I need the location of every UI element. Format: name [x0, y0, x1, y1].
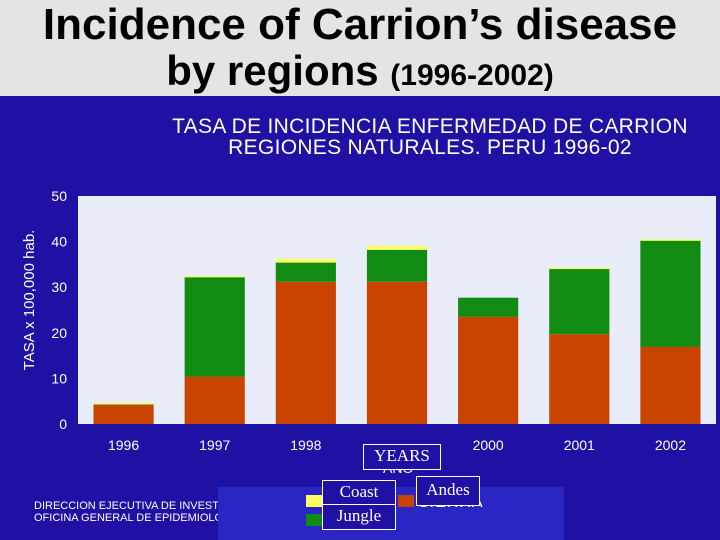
bar-sierra-2000 — [458, 316, 519, 424]
y-tick-label: 0 — [59, 416, 67, 432]
chart-title: TASA DE INCIDENCIA ENFERMEDAD DE CARRION… — [140, 116, 720, 158]
bar-costa-1997 — [184, 275, 245, 278]
legend-swatch-selva — [306, 514, 322, 526]
bar-selva-1999 — [366, 249, 428, 282]
y-tick-labels: 0 10 20 30 40 50 — [51, 188, 67, 432]
bar-costa-2001 — [549, 267, 610, 270]
credit-line2: OFICINA GENERAL DE EPIDEMIOLOGIA — [34, 512, 243, 524]
coast-label: Coast — [322, 480, 396, 506]
bar-costa-1996 — [93, 403, 154, 405]
legend-swatch-costa — [306, 495, 322, 507]
slide-title-years: (1996-2002) — [390, 59, 554, 92]
chart-title-line1: TASA DE INCIDENCIA ENFERMEDAD DE CARRION — [172, 115, 688, 138]
x-tick-label: 1998 — [290, 437, 321, 453]
chart-title-line2: REGIONES NATURALES. PERU 1996-02 — [228, 136, 632, 159]
bar-costa-1998 — [275, 258, 336, 263]
x-tick-label: 2000 — [473, 437, 504, 453]
bar-selva-2001 — [549, 268, 610, 335]
slide-title-main: by regions — [166, 47, 379, 94]
slide-title-line2: by regions (1996-2002) — [0, 48, 720, 99]
years-label: YEARS — [363, 444, 441, 470]
credit-line1: DIRECCION EJECUTIVA DE INVESTIGACION — [34, 500, 266, 512]
bar-selva-2002 — [640, 240, 701, 347]
x-tick-label: 2002 — [655, 437, 686, 453]
bar-selva-1997 — [184, 277, 245, 377]
y-tick-label: 20 — [51, 325, 67, 341]
bar-selva-1998 — [275, 262, 336, 282]
y-tick-label: 10 — [51, 370, 67, 386]
bars — [93, 239, 701, 424]
legend-swatch-sierra — [398, 495, 414, 507]
bar-sierra-1997 — [184, 376, 245, 424]
bar-costa-1999 — [366, 245, 428, 250]
y-tick-label: 40 — [51, 234, 67, 250]
jungle-label: Jungle — [322, 504, 396, 530]
bar-sierra-2001 — [549, 334, 610, 424]
y-tick-label: 50 — [51, 188, 67, 204]
bar-selva-2000 — [458, 297, 519, 317]
bar-sierra-1999 — [366, 281, 428, 424]
bar-sierra-1998 — [275, 281, 336, 424]
x-tick-label: 1996 — [108, 437, 139, 453]
x-tick-label: 1997 — [199, 437, 230, 453]
bar-sierra-1996 — [93, 404, 154, 424]
bar-costa-2002 — [640, 239, 701, 241]
x-tick-labels: 1996 1997 1998 2000 2001 2002 — [108, 437, 686, 453]
andes-label: Andes — [416, 476, 480, 506]
slide-title-line1: Incidence of Carrion’s disease — [42, 0, 678, 49]
credit-text: DIRECCION EJECUTIVA DE INVESTIGACION OFI… — [34, 500, 265, 524]
x-tick-label: 2001 — [564, 437, 595, 453]
y-axis-label: TASA x 100,000 hab. — [21, 230, 38, 371]
bar-sierra-2002 — [640, 346, 701, 424]
slide-title: Incidence of Carrion’s disease by region… — [0, 2, 720, 99]
y-tick-label: 30 — [51, 279, 67, 295]
